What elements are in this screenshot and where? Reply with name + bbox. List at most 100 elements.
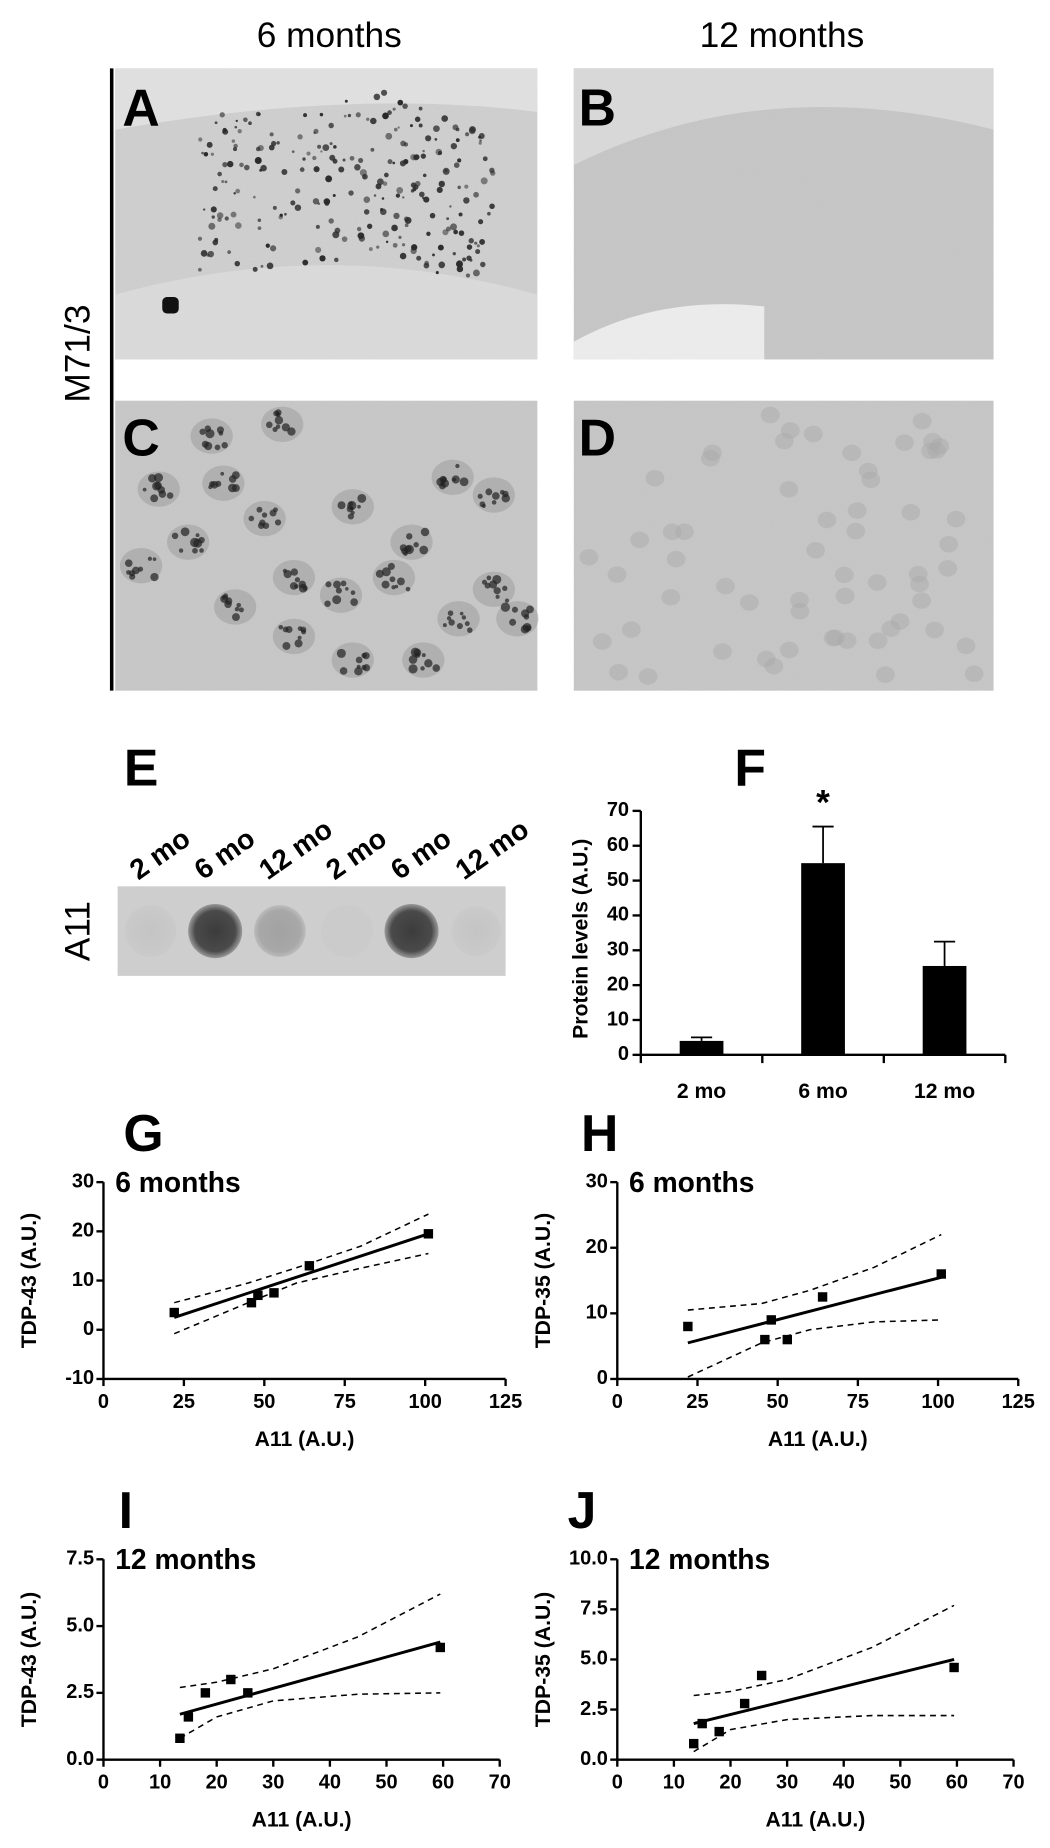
faint-cell: [930, 438, 950, 455]
stained-cell: [376, 245, 380, 249]
tissue-edge: [115, 265, 538, 360]
stained-cell: [200, 250, 208, 257]
stained-cell: [313, 131, 316, 135]
stained-cell: [260, 164, 267, 172]
granule: [408, 655, 418, 664]
y-tick-label: -10: [65, 1367, 94, 1389]
stained-cell: [473, 191, 479, 198]
x-tick-label: 25: [173, 1391, 195, 1413]
stained-cell: [342, 158, 346, 162]
y-tick-label: 0: [597, 1367, 608, 1389]
x-tick-label: 50: [253, 1391, 275, 1413]
stained-cell: [227, 250, 231, 254]
granule: [248, 515, 255, 522]
stained-cell: [214, 121, 218, 125]
x-tick-label: 125: [1002, 1391, 1035, 1413]
stained-cell: [368, 247, 373, 251]
stained-cell: [302, 259, 309, 266]
faint-cell: [837, 632, 857, 649]
stained-cell: [328, 122, 334, 129]
lane-label: 12 mo: [253, 812, 338, 885]
stained-cell: [392, 161, 396, 165]
stained-cell: [317, 144, 322, 149]
stained-cell: [255, 146, 261, 152]
faint-cell: [764, 657, 784, 675]
point: [689, 1738, 699, 1749]
x-tick-label: 60: [946, 1771, 968, 1793]
y-tick-label: 5.0: [580, 1648, 608, 1670]
stained-cell: [410, 189, 415, 193]
lane-label: 6 mo: [188, 821, 260, 885]
granule: [147, 556, 153, 561]
granule: [357, 493, 367, 503]
stained-cell: [489, 203, 495, 210]
stained-cell: [214, 237, 219, 242]
faint-cell: [579, 549, 599, 566]
granule: [420, 527, 430, 537]
granule: [199, 428, 206, 435]
stained-cell: [434, 138, 438, 141]
stained-cell: [456, 265, 464, 273]
granule: [261, 512, 268, 518]
granule: [278, 624, 284, 630]
blot-dot: [188, 903, 243, 959]
stained-cell: [403, 216, 409, 222]
granule: [337, 501, 346, 510]
stained-cell: [373, 93, 381, 101]
granule: [236, 602, 242, 608]
granule: [345, 587, 349, 591]
stained-cell: [403, 158, 409, 165]
stained-cell: [347, 113, 352, 118]
micrograph: [573, 400, 994, 691]
y-tick-label: 0: [618, 1043, 629, 1065]
stained-cell: [385, 240, 389, 244]
stained-cell: [425, 135, 432, 142]
faint-cell: [716, 577, 735, 595]
faint-cell: [858, 462, 878, 480]
stained-cell: [219, 112, 225, 118]
stained-cell: [475, 249, 481, 255]
stained-cell: [230, 211, 237, 218]
panel-letter: E: [124, 739, 159, 797]
column-header: 6 months: [257, 16, 402, 55]
confidence-band: [174, 1213, 429, 1304]
stained-cell: [343, 114, 347, 118]
stained-cell: [393, 127, 398, 132]
stained-cell: [381, 197, 385, 200]
regression-line: [687, 1275, 942, 1345]
cell-body: [437, 601, 480, 637]
stained-cell: [332, 193, 336, 197]
faint-cell: [910, 575, 929, 593]
granule: [357, 504, 361, 509]
x-tick-label: 6 mo: [798, 1080, 847, 1103]
stained-cell: [401, 243, 406, 247]
stained-cell: [479, 139, 482, 142]
granule: [375, 569, 384, 578]
panel-letter: D: [579, 409, 616, 467]
granule: [464, 621, 470, 627]
stained-cell: [466, 244, 473, 250]
confidence-band: [179, 1593, 441, 1689]
faint-cell: [881, 620, 901, 637]
stained-cell: [396, 186, 404, 194]
x-tick-label: 70: [489, 1771, 511, 1793]
stained-cell: [370, 147, 375, 152]
stained-cell: [315, 224, 320, 229]
granule: [335, 587, 342, 594]
stained-cell: [450, 142, 458, 150]
y-tick-label: 7.5: [580, 1598, 608, 1620]
point: [949, 1662, 959, 1673]
stained-cell: [410, 247, 417, 255]
stained-cell: [231, 139, 236, 143]
granule: [281, 423, 290, 432]
stained-cell: [329, 154, 336, 161]
stained-cell: [392, 242, 398, 248]
x-tick-label: 30: [776, 1771, 798, 1793]
confidence-band: [687, 1233, 942, 1311]
panel-title: 6 months: [115, 1166, 240, 1198]
faint-cell: [780, 422, 800, 439]
point: [760, 1334, 770, 1345]
granule: [290, 568, 299, 576]
stained-cell: [210, 152, 215, 156]
y-axis-label: TDP-35 (A.U.): [532, 1213, 555, 1348]
